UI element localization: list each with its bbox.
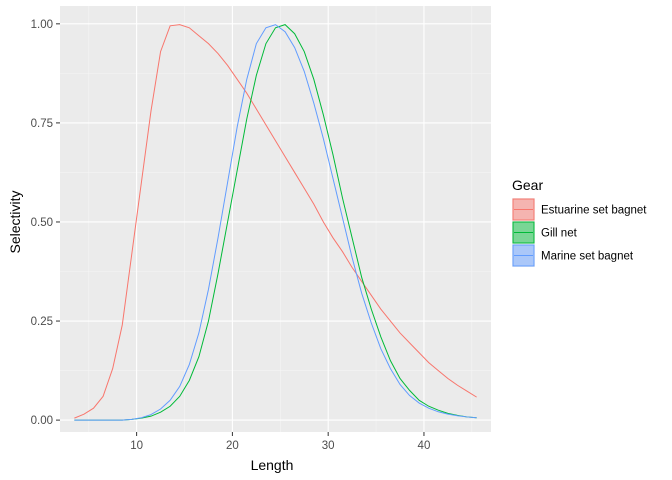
y-tick-label: 0.00 xyxy=(31,415,53,427)
x-tick-label: 20 xyxy=(226,440,239,452)
x-tick-label: 30 xyxy=(322,440,335,452)
y-tick-label: 0.50 xyxy=(31,217,53,229)
x-tick-label: 40 xyxy=(418,440,431,452)
y-axis-title: Selectivity xyxy=(7,190,23,253)
y-tick-label: 0.75 xyxy=(31,118,53,130)
x-axis: 10 20 30 40 xyxy=(130,432,430,452)
x-axis-title: Length xyxy=(251,457,294,473)
legend-title: Gear xyxy=(512,177,543,193)
y-tick-label: 0.25 xyxy=(31,316,53,328)
grid-minor xyxy=(60,6,491,432)
legend-label: Marine set bagnet xyxy=(541,251,634,263)
legend-label: Gill net xyxy=(541,228,578,240)
legend-label: Estuarine set bagnet xyxy=(541,205,647,217)
series-line-0 xyxy=(74,24,477,419)
legend: Gear Estuarine set bagnet Gill net Marine … xyxy=(512,177,647,267)
x-tick-label: 10 xyxy=(130,440,143,452)
y-tick-label: 1.00 xyxy=(31,19,53,31)
grid-major xyxy=(60,6,491,432)
plot-panel xyxy=(60,6,491,432)
series-lines xyxy=(74,24,477,421)
y-axis: 0.00 0.25 0.50 0.75 1.00 xyxy=(31,19,60,427)
series-line-2 xyxy=(74,24,477,421)
